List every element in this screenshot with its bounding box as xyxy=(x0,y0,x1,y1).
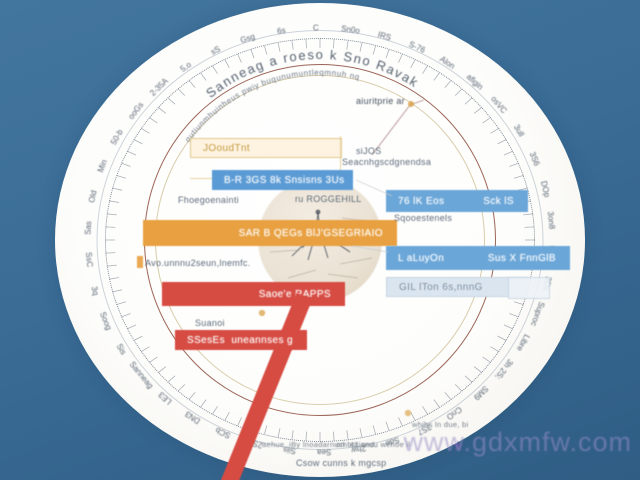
pale-bar-tail xyxy=(508,277,550,299)
callout-left-low2: Suanoi xyxy=(195,318,225,328)
callout-right-sub3: Sqooestenels xyxy=(394,213,453,223)
bar-orange-label: SAR B QEGs BlJ'GSEGRIAIO xyxy=(238,227,383,239)
ring-label: C xyxy=(312,23,319,33)
bar-blue-1-label: B-R 3GS 8k Snsisns 3Us xyxy=(224,174,345,186)
bar-cream[interactable]: JOoudTnt xyxy=(190,138,342,158)
bar-pale[interactable]: GIL lTon 6s,nnnG xyxy=(386,277,527,297)
bar-blue-2[interactable]: 76 lK Eos Sck lS xyxy=(386,190,528,212)
bar-blue-1[interactable]: B-R 3GS 8k Snsisns 3Us xyxy=(212,170,353,190)
callout-bottom-right: whihs ln due, bi xyxy=(412,420,469,429)
title-arc-secondary: qutiunmhuinheus pwiy buqunumuntleqmnuh n… xyxy=(183,68,360,144)
bar-blue-3-label: L aLuyOn xyxy=(398,252,445,264)
callout-bottom-center: on boticnuu wehoe il xyxy=(336,440,411,449)
ring-label: 6s xyxy=(276,25,287,37)
outer-thin-ring xyxy=(96,30,544,450)
ring-label: Sas xyxy=(83,220,94,236)
bar-pale-label: GIL lTon 6s,nnnG xyxy=(399,281,483,293)
callout-right-sub2: Seacnhgscdgnendsa xyxy=(342,157,432,167)
bar-red-1[interactable]: Saoe'e RAPPS xyxy=(162,282,345,306)
callout-left-low: Avo.unnnu2seun,lnemfc. xyxy=(145,258,251,268)
bar-red-2-label-right: uneannses g xyxy=(231,334,293,346)
bar-cream-label: JOoudTnt xyxy=(203,142,251,154)
bar-orange[interactable]: SAR B QEGs BlJ'GSEGRIAIO xyxy=(143,220,397,246)
bar-blue-2-label: 76 lK Eos xyxy=(398,195,445,207)
orange-marker-icon xyxy=(137,256,143,268)
callout-center-right: ru ROGGEHILL xyxy=(295,194,362,204)
bar-red-2[interactable]: SSesEs uneannses g xyxy=(175,330,307,350)
callout-top-right-node: aiuritprie ar xyxy=(356,96,405,106)
bar-red-1-label: Saoe'e RAPPS xyxy=(258,288,331,300)
bar-blue-2-label-right: Sck lS xyxy=(483,195,514,207)
callout-bottom-left: aehue .iBy lnoadarnuch 41 and. xyxy=(262,440,377,449)
ring-label: 3on8 xyxy=(545,211,557,230)
callout-right-sub: siJOS xyxy=(356,146,382,156)
svg-text:qutiunmhuinheus pwiy buqunumun: qutiunmhuinheus pwiy buqunumuntleqmnuh n… xyxy=(183,68,361,144)
ring-label: SsC xyxy=(83,251,95,268)
callout-bottom-arc: Csow cunns k mgcsp xyxy=(296,458,387,468)
title-arc-group: Sanneag a roeso k Sno Ravak qutiunmhuinh… xyxy=(183,47,420,144)
watermark-star-icon xyxy=(452,440,464,451)
bar-red-2-label: SSesEs xyxy=(187,334,225,346)
bar-blue-3-label-right: Sus X FnnGlB xyxy=(487,252,556,264)
callout-left-mid: Fhoegoenainti xyxy=(178,195,239,205)
bar-blue-3[interactable]: L aLuyOn Sus X FnnGlB xyxy=(386,246,570,270)
